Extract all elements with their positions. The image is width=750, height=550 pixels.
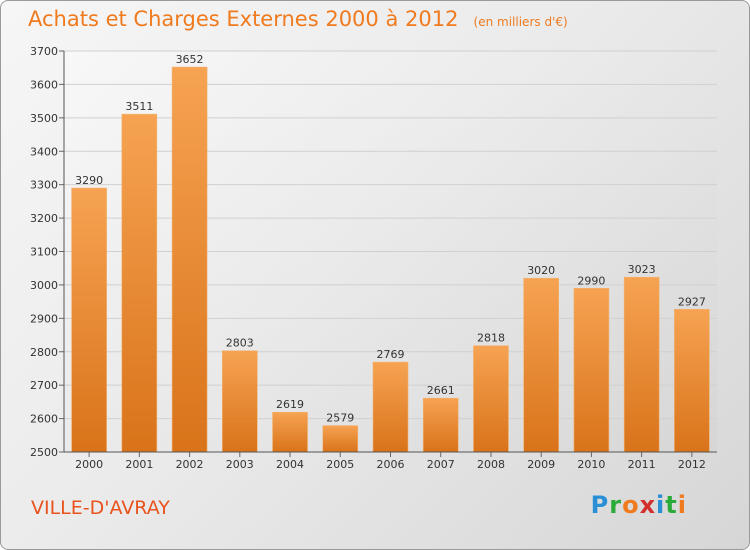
bar-2009 — [523, 277, 559, 453]
data-label-2009: 3020 — [527, 264, 555, 277]
logo-letter: i — [656, 491, 666, 519]
data-label-2004: 2619 — [276, 398, 304, 411]
x-tick-label-2012: 2012 — [678, 458, 706, 471]
y-tick-label: 2500 — [30, 446, 58, 459]
bar-2001 — [121, 113, 158, 453]
bar-2000 — [71, 187, 107, 453]
x-tick-label-2010: 2010 — [577, 458, 605, 471]
logo-letter: t — [665, 491, 678, 519]
x-tick-label-2007: 2007 — [427, 458, 455, 471]
axes: 2500 2600 2700 2800 2900 3000 3100 3200 3300 3400… — [30, 45, 717, 471]
y-tick-label: 2700 — [30, 379, 58, 392]
x-tick-label-2001: 2001 — [125, 458, 153, 471]
y-tick-label: 3300 — [30, 179, 58, 192]
logo-letter: P — [590, 491, 610, 519]
data-label-2006: 2769 — [377, 348, 405, 361]
x-tick-label-2009: 2009 — [527, 458, 555, 471]
y-tick-label: 3700 — [30, 45, 58, 58]
data-label-2000: 3290 — [75, 174, 103, 187]
x-tick-label-2002: 2002 — [176, 458, 204, 471]
data-label-2010: 2990 — [577, 274, 605, 287]
x-tick-label-2004: 2004 — [276, 458, 304, 471]
y-tick-label: 3500 — [30, 112, 58, 125]
x-tick-label-2003: 2003 — [226, 458, 254, 471]
x-tick-label-2008: 2008 — [477, 458, 505, 471]
chart-title-block: Achats et Charges Externes 2000 à 2012 (… — [28, 7, 568, 31]
bar-2006 — [372, 361, 409, 453]
y-tick-label: 3200 — [30, 212, 58, 225]
bar-2003 — [222, 350, 258, 453]
data-label-2012: 2927 — [678, 295, 706, 308]
bar-2007 — [422, 397, 459, 453]
bar-2005 — [322, 425, 359, 453]
data-label-2005: 2579 — [326, 412, 354, 425]
logo-letter: o — [622, 491, 640, 519]
bar-2002 — [171, 66, 208, 453]
bar-2008 — [473, 345, 509, 453]
bar-2012 — [674, 309, 710, 453]
logo-letter: i — [677, 491, 687, 519]
x-tick-label-2000: 2000 — [75, 458, 103, 471]
y-tick-label: 3100 — [30, 246, 58, 259]
bar-2010 — [573, 287, 610, 453]
data-label-2002: 3652 — [176, 53, 204, 66]
data-label-2011: 3023 — [628, 263, 656, 276]
bar-2004 — [272, 411, 308, 453]
chart-subtitle: (en milliers d'€) — [473, 15, 568, 29]
logo-letter: x — [639, 491, 657, 519]
y-tick-label: 3400 — [30, 145, 58, 158]
proxiti-logo: Proxiti — [591, 491, 687, 519]
y-tick-label: 2900 — [30, 312, 58, 325]
chart-title: Achats et Charges Externes 2000 à 2012 — [28, 7, 459, 31]
y-tick-label: 2600 — [30, 413, 58, 426]
x-tick-label-2005: 2005 — [326, 458, 354, 471]
logo-letter: r — [609, 491, 623, 519]
data-label-2001: 3511 — [125, 100, 153, 113]
x-tick-label-2006: 2006 — [377, 458, 405, 471]
y-tick-label: 3600 — [30, 78, 58, 91]
city-name: VILLE-D'AVRAY — [31, 497, 170, 519]
data-label-2007: 2661 — [427, 384, 455, 397]
x-tick-label-2011: 2011 — [628, 458, 656, 471]
y-tick-label: 3000 — [30, 279, 58, 292]
bar-2011 — [623, 276, 660, 453]
y-tick-label: 2800 — [30, 346, 58, 359]
bars-group: 3290 3511 3652 2803 2619 2579 2769 2661 2818 3020… — [71, 53, 710, 453]
data-label-2008: 2818 — [477, 332, 505, 345]
data-label-2003: 2803 — [226, 337, 254, 350]
